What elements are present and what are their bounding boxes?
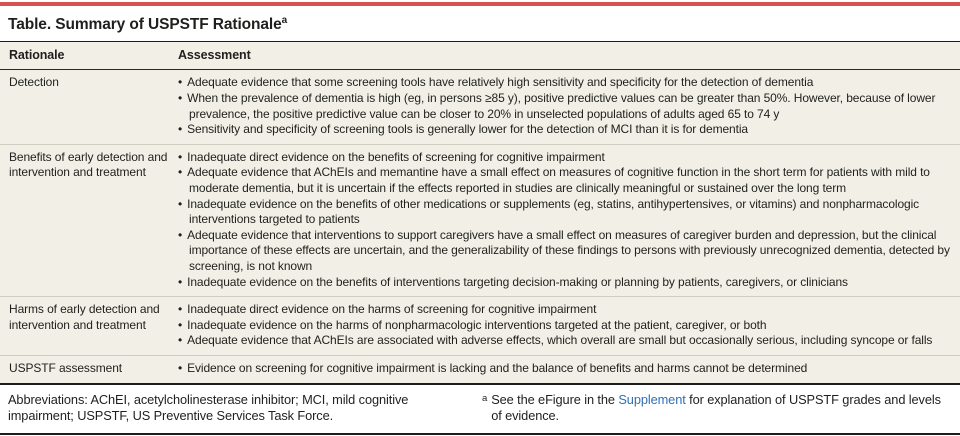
rationale-cell: USPSTF assessment — [9, 360, 122, 375]
assessment-bullet: Inadequate direct evidence on the benefi… — [178, 150, 950, 166]
accent-top-bar — [0, 2, 960, 6]
supplement-link[interactable]: Supplement — [618, 391, 686, 407]
title-rule — [0, 41, 960, 43]
rationale-cell: Benefits of early detection and interven… — [9, 149, 168, 180]
assessment-bullet-list: Inadequate direct evidence on the harms … — [178, 302, 950, 349]
footnote-a-text: See the eFigure in the Supplement for ex… — [491, 392, 952, 426]
assessment-bullet: Inadequate evidence on the benefits of i… — [178, 275, 950, 291]
table-header-row: Rationale Assessment — [0, 42, 960, 71]
footnotes: Abbreviations: AChEI, acetylcholinestera… — [0, 385, 960, 426]
table-row-uspstf-assessment: USPSTF assessment Evidence on screening … — [0, 354, 960, 383]
assessment-bullet-list: Inadequate direct evidence on the benefi… — [178, 150, 950, 290]
table-row-benefits: Benefits of early detection and interven… — [0, 143, 960, 296]
assessment-bullet: Evidence on screening for cognitive impa… — [178, 361, 950, 377]
assessment-bullet: When the prevalence of dementia is high … — [178, 91, 950, 122]
bottom-rule — [0, 433, 960, 436]
footnote-a-pre: See the eFigure in the — [491, 391, 619, 407]
assessment-bullet: Adequate evidence that some screening to… — [178, 75, 950, 91]
rationale-cell: Harms of early detection and interventio… — [9, 302, 160, 332]
assessment-bullet: Inadequate evidence on the benefits of o… — [178, 197, 950, 228]
column-header-rationale: Rationale — [9, 48, 65, 63]
assessment-bullet: Adequate evidence that AChEIs and memant… — [178, 165, 950, 196]
table-row-harms: Harms of early detection and interventio… — [0, 296, 960, 355]
table-title: Table. Summary of USPSTF Rationalea — [0, 6, 960, 41]
footnote-a: a See the eFigure in the Supplement for … — [482, 392, 952, 426]
assessment-bullet: Adequate evidence that AChEIs are associ… — [178, 333, 950, 349]
rationale-cell: Detection — [9, 75, 59, 90]
assessment-bullet-list: Evidence on screening for cognitive impa… — [178, 361, 950, 377]
footnote-a-post: for explanation of USPSTF grades and lev… — [491, 391, 941, 424]
assessment-bullet: Inadequate evidence on the harms of nonp… — [178, 318, 950, 334]
assessment-bullet: Adequate evidence that interventions to … — [178, 228, 950, 275]
column-header-assessment: Assessment — [178, 48, 251, 63]
assessment-bullet-list: Adequate evidence that some screening to… — [178, 75, 950, 137]
assessment-cell: Inadequate direct evidence on the harms … — [178, 297, 960, 355]
assessment-cell: Inadequate direct evidence on the benefi… — [178, 145, 960, 296]
uspstf-rationale-table: Rationale Assessment Detection Adequate … — [0, 42, 960, 385]
footnote-a-marker: a — [482, 392, 488, 404]
abbreviations-note: Abbreviations: AChEI, acetylcholinestera… — [8, 391, 409, 424]
assessment-cell: Evidence on screening for cognitive impa… — [178, 356, 960, 383]
assessment-bullet: Inadequate direct evidence on the harms … — [178, 302, 950, 318]
table-title-footnote-marker: a — [281, 15, 288, 26]
table-row-detection: Detection Adequate evidence that some sc… — [0, 70, 960, 143]
assessment-bullet: Sensitivity and specificity of screening… — [178, 122, 950, 138]
table-title-text: Table. Summary of USPSTF Rationale — [8, 16, 282, 34]
assessment-cell: Adequate evidence that some screening to… — [178, 70, 960, 143]
